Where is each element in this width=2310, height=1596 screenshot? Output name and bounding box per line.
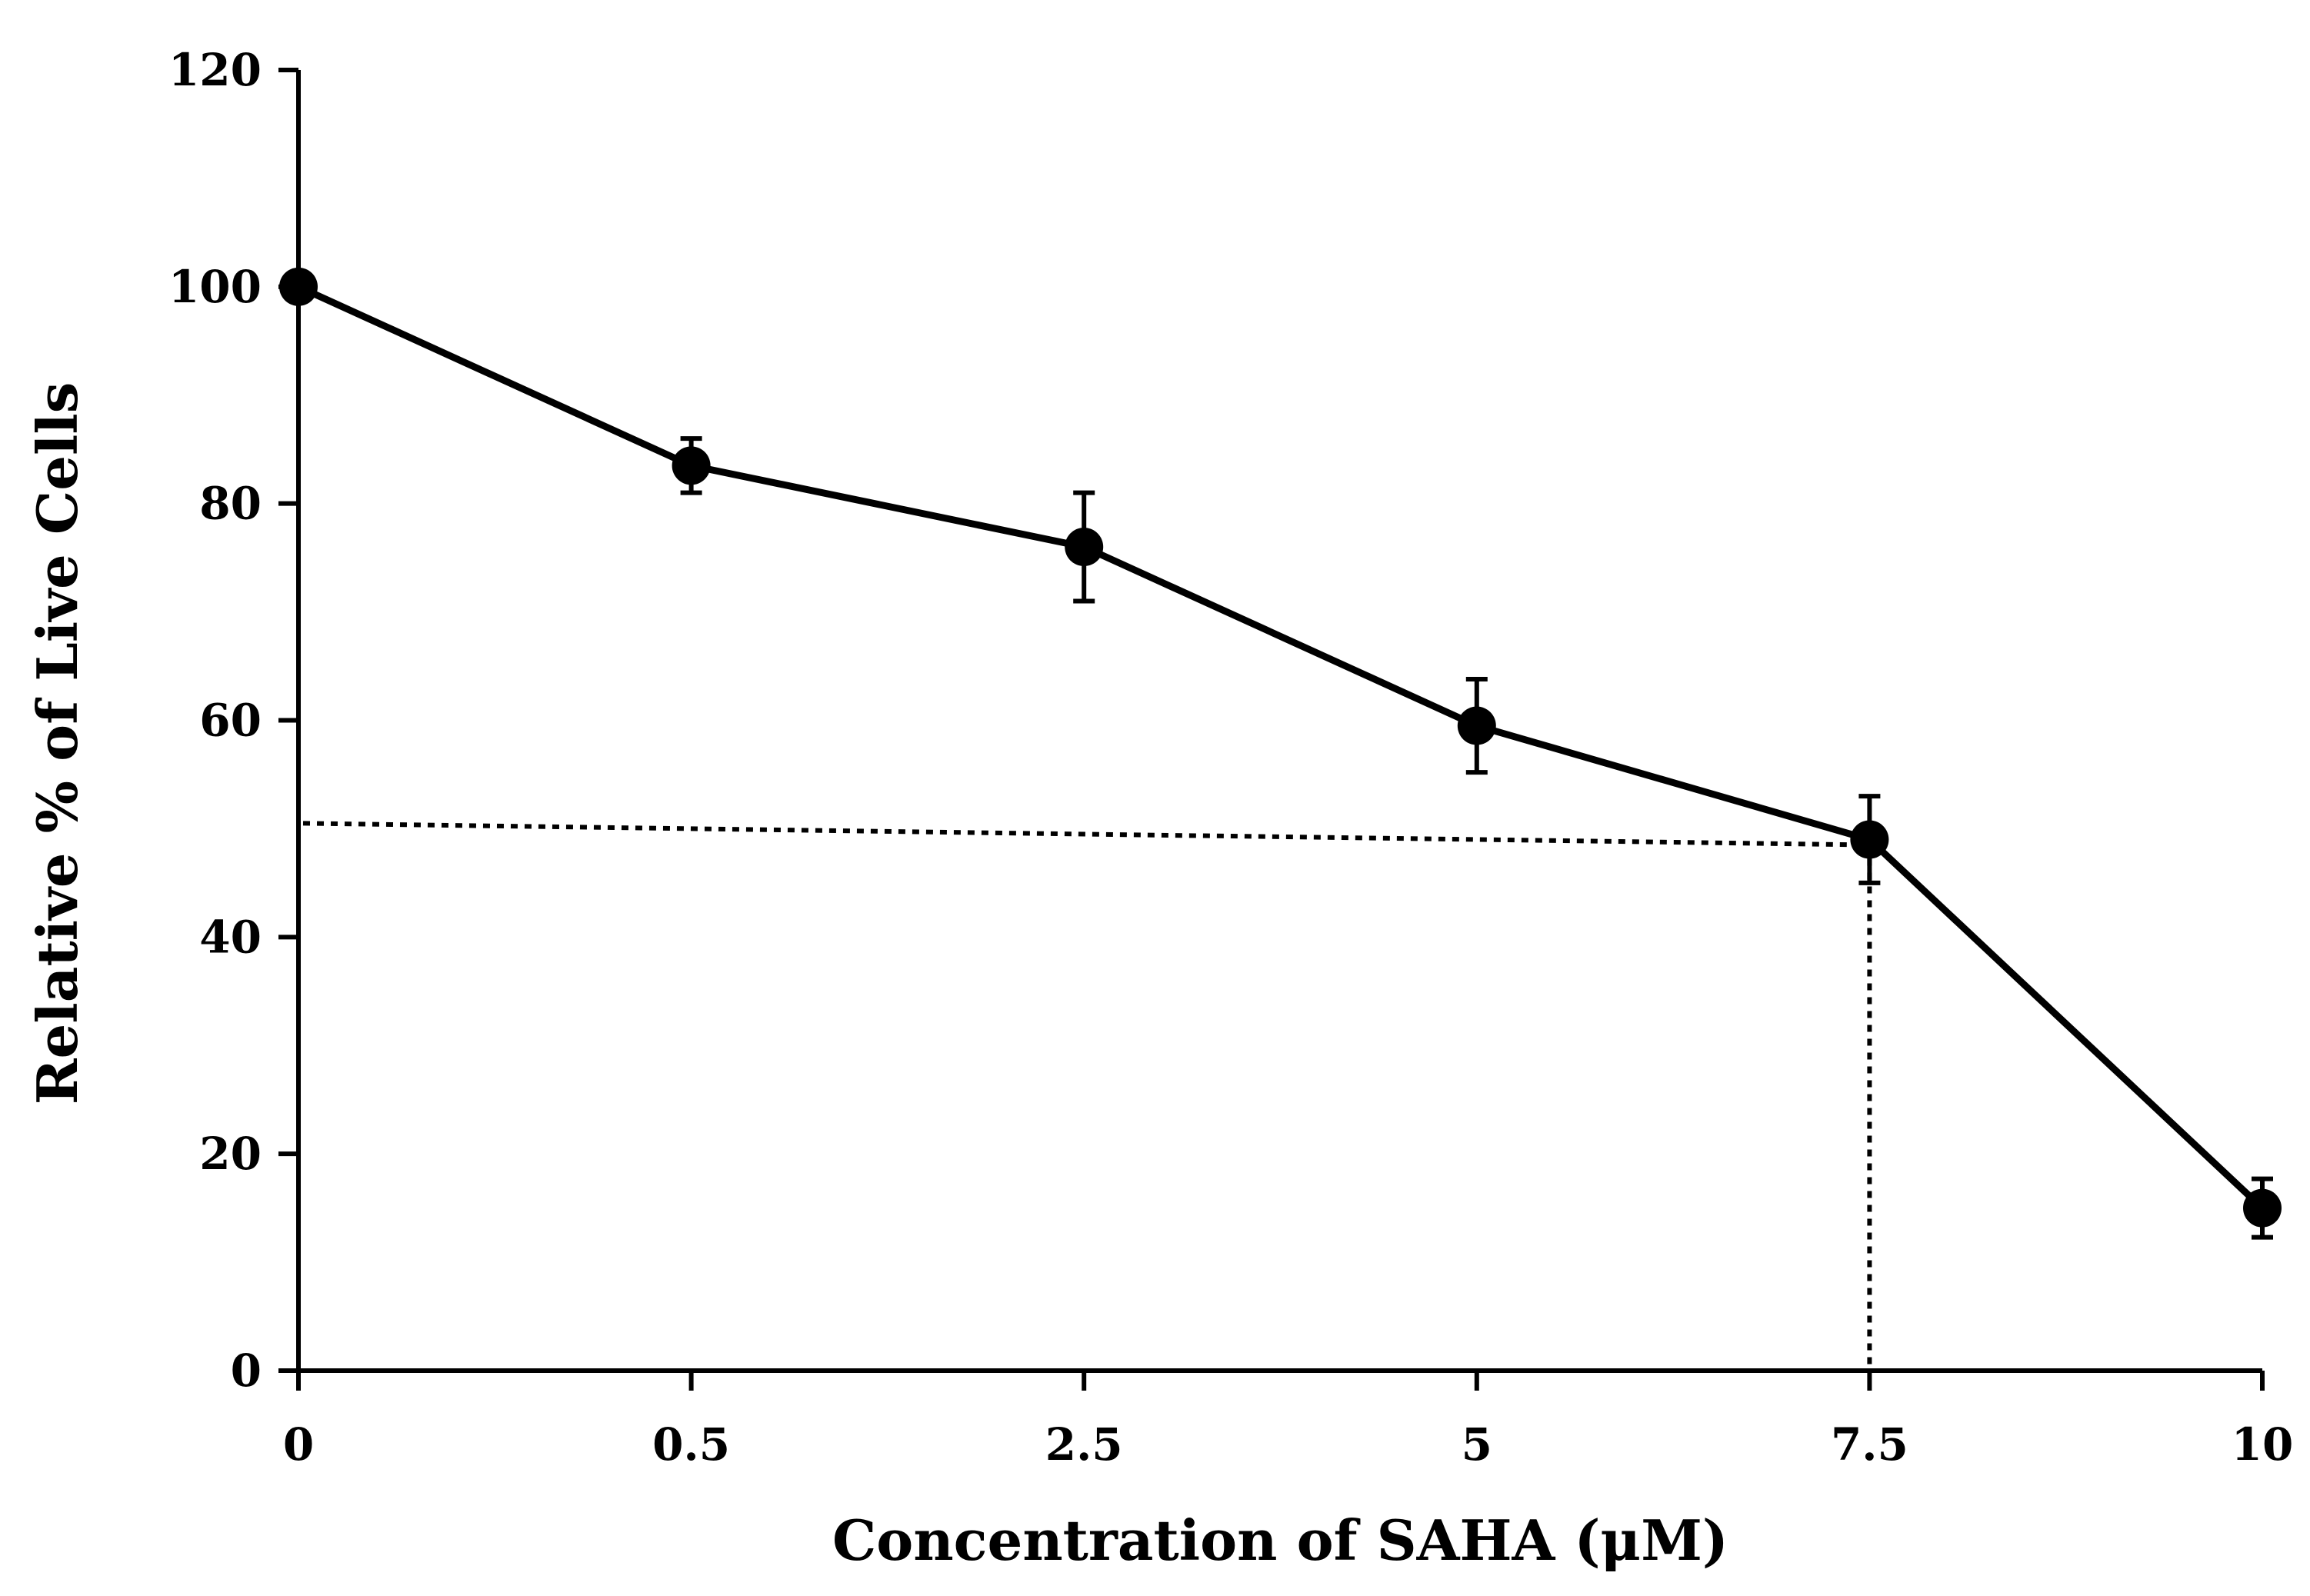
series-layer	[279, 267, 2282, 1240]
axes-layer	[278, 70, 2262, 1373]
y-tick-label: 80	[199, 478, 262, 530]
x-tick-label: 0	[283, 1418, 314, 1471]
x-tick-label: 2.5	[1045, 1418, 1123, 1471]
x-tick-label: 0.5	[652, 1418, 730, 1471]
x-axis-title: Concentration of SAHA (μM)	[832, 1508, 1728, 1573]
x-ticks: 0 0.5 2.5 5 7.5 10	[283, 1371, 2294, 1471]
data-point	[1457, 706, 1496, 745]
data-point	[1850, 820, 1889, 859]
x-tick-label: 5	[1462, 1418, 1492, 1471]
x-tick-label: 10	[2232, 1418, 2294, 1471]
y-tick-label: 20	[199, 1128, 262, 1180]
y-axis-title: Relative % of Live Cells	[25, 382, 90, 1105]
ic50-guide-lines	[302, 821, 1872, 1371]
y-ticks: 0 20 40 60 80 100 120	[168, 44, 298, 1397]
y-tick-label: 120	[168, 44, 262, 96]
series-line	[297, 283, 2265, 1211]
data-point	[2243, 1188, 2282, 1228]
y-tick-label: 100	[168, 261, 262, 313]
y-tick-label: 40	[199, 911, 262, 963]
x-tick-label: 7.5	[1831, 1418, 1908, 1471]
data-point	[279, 267, 318, 306]
y-tick-label: 0	[231, 1344, 262, 1397]
data-point	[672, 446, 711, 485]
data-point	[1065, 528, 1104, 567]
y-tick-label: 60	[199, 695, 262, 747]
ic50-horizontal-guide	[302, 821, 1870, 848]
